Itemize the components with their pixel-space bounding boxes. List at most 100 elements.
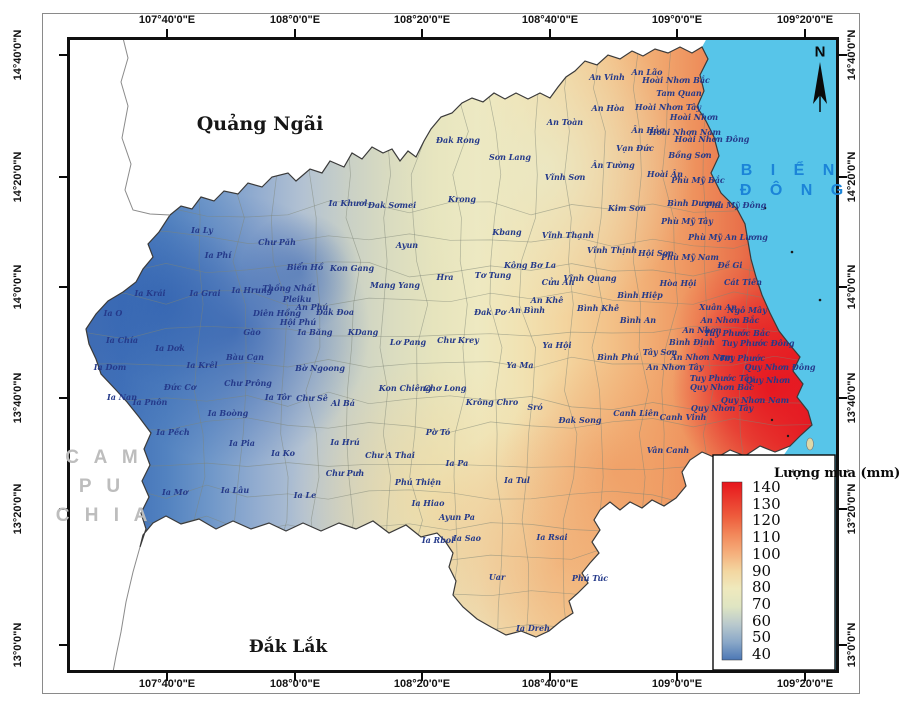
district-label-cuu-an: Cửu An xyxy=(541,277,575,287)
district-label-krong-chro: Krông Chro xyxy=(465,397,519,407)
district-label-ia-o: Ia O xyxy=(103,308,123,318)
district-label-ia-rsai: Ia Rsai xyxy=(536,532,568,542)
lat-label-left: 13°20'0"N xyxy=(12,483,24,535)
district-label-son-lang: Sơn Lang xyxy=(489,152,531,162)
district-label-gao: Gào xyxy=(243,327,261,337)
lat-label-right: 13°20'0"N xyxy=(846,483,858,535)
district-label-ia-ly: Ia Ly xyxy=(191,225,213,235)
district-label-van-canh: Vân Canh xyxy=(646,445,690,455)
legend-tick-label: 40 xyxy=(752,645,772,663)
district-label-chu-pah: Chư Păh xyxy=(258,237,296,247)
district-label-phu-my-bac: Phù Mỹ Bắc xyxy=(671,175,725,185)
neighbor-label-campuchia-line3: C H I A xyxy=(55,505,153,526)
district-label-ia-tul: Ia Tul xyxy=(504,475,530,485)
district-label-lo-pang: Lơ Pang xyxy=(389,337,427,347)
lon-label-bottom: 109°20'0"E xyxy=(776,678,834,690)
lon-label-bottom: 108°40'0"E xyxy=(521,678,579,690)
district-label-chu-puh: Chư Pưh xyxy=(325,468,365,478)
lon-label-bottom: 109°0'0"E xyxy=(651,678,703,690)
district-label-ia-rbol: Ia Rbol xyxy=(421,535,455,545)
district-label-van-duc: Vạn Đức xyxy=(616,143,654,153)
north-arrow-icon xyxy=(813,62,827,112)
district-label-chu-a-thai: Chư A Thai xyxy=(365,450,415,460)
axis-ticks xyxy=(59,29,847,681)
district-label-bau-can: Bàu Cạn xyxy=(226,352,264,362)
district-label-al-ba: Al Bá xyxy=(331,398,355,408)
lon-label-bottom: 107°40'0"E xyxy=(138,678,196,690)
legend-tick-label: 120 xyxy=(752,511,781,530)
district-label-an-hoa: An Hòa xyxy=(591,103,625,113)
province-outline xyxy=(85,46,813,638)
district-label-ia-dom: Ia Dom xyxy=(93,362,127,372)
north-arrow-label: N xyxy=(814,43,826,61)
district-label-chu-se: Chư Sê xyxy=(296,393,328,403)
district-label-binh-an: Bình An xyxy=(619,315,657,325)
legend-tick-label: 70 xyxy=(752,594,772,613)
legend-title: Lượng mưa (mm) xyxy=(774,466,900,481)
district-label-tuy-phuoc-dong: Tuy Phước Đông xyxy=(721,338,795,348)
district-label-ia-tor: Ia Tôr xyxy=(264,392,292,402)
district-label-kbang: Kbang xyxy=(492,227,522,237)
district-label-uar: Uar xyxy=(488,572,506,582)
district-label-kon-chieng: Kon Chiêng xyxy=(378,383,432,393)
district-label-binh-khe: Bình Khê xyxy=(576,303,620,313)
district-label-dak-somei: Đak Sơmei xyxy=(367,200,417,210)
district-label-kdang: KDang xyxy=(347,327,379,337)
sea-label-line1: B I Ể N xyxy=(740,162,842,179)
legend-tick-label: 110 xyxy=(752,528,781,547)
neighbor-label-quang-ngai: Quảng Ngãi xyxy=(196,113,324,135)
lon-label-bottom: 108°20'0"E xyxy=(393,678,451,690)
district-label-ia-pia: Ia Pia xyxy=(229,438,255,448)
lat-label-left: 14°0'0"N xyxy=(12,264,24,310)
district-label-phu-tuc: Phú Túc xyxy=(571,573,609,583)
district-label-krong: Krong xyxy=(448,194,476,204)
district-label-cho-long: Chơ Long xyxy=(423,383,467,393)
district-label-quy-nhon-dong: Quy Nhơn Đông xyxy=(744,362,816,372)
district-label-hoai-nhon-bac: Hoài Nhơn Bắc xyxy=(642,75,710,85)
district-label-an-nhon-tay: An Nhơn Tây xyxy=(646,362,704,372)
lon-label-top: 109°20'0"E xyxy=(776,14,834,26)
district-label-duc-co: Đức Cơ xyxy=(163,382,197,392)
district-label-ia-pnon: Ia Pnôn xyxy=(132,397,168,407)
district-label-bong-son: Bồng Sơn xyxy=(668,150,712,160)
lat-label-right: 14°40'0"N xyxy=(846,29,858,81)
lat-label-left: 13°0'0"N xyxy=(12,622,24,668)
district-label-hoai-an: Hoài Ân xyxy=(647,169,683,179)
district-label-ia-bang: Ia Băng xyxy=(297,327,333,337)
district-label-ngo-may: Ngô Mây xyxy=(727,305,767,315)
district-label-dak-rong: Đak Rong xyxy=(436,135,480,145)
district-label-an-vinh: An Vinh xyxy=(589,72,625,82)
district-label-chu-krey: Chư Krey xyxy=(437,335,479,345)
district-label-vinh-quang: Vĩnh Quang xyxy=(563,273,617,283)
district-label-canh-lien: Canh Liên xyxy=(613,408,659,418)
legend-tick-label: 130 xyxy=(752,494,781,513)
district-label-ia-dreh: Ia Dreh xyxy=(516,623,550,633)
district-label-cat-tien: Cát Tiến xyxy=(724,277,762,287)
district-label-vinh-son: Vĩnh Sơn xyxy=(544,172,586,182)
district-label-vinh-thanh: Vĩnh Thạnh xyxy=(541,230,595,240)
district-label-phu-thien: Phú Thiện xyxy=(394,477,442,487)
district-label-hoai-nhon-tay: Hoài Nhơn Tây xyxy=(635,102,701,112)
lon-label-top: 107°40'0"E xyxy=(138,14,196,26)
district-label-hoi-phu: Hội Phú xyxy=(279,317,317,327)
district-label-ia-krel: Ia Krêl xyxy=(186,360,218,370)
district-label-an-hao: Ân Hảo xyxy=(631,125,665,135)
legend-tick-label: 90 xyxy=(752,561,772,580)
district-label-phu-my-tay: Phù Mỹ Tây xyxy=(661,216,713,226)
lon-label-top: 108°40'0"E xyxy=(521,14,579,26)
district-label-hoa-hoi: Hòa Hội xyxy=(659,278,697,288)
district-label-ia-le: Ia Le xyxy=(293,490,317,500)
district-label-binh-dinh: Bình Định xyxy=(669,337,715,347)
district-label-hra: Hra xyxy=(436,272,454,282)
district-label-ya-ma: Ya Ma xyxy=(506,360,534,370)
district-label-po-to: Pờ Tó xyxy=(425,427,451,437)
district-label-ia-krai: Ia Krái xyxy=(134,288,166,298)
international-border-south xyxy=(112,546,141,672)
district-label-thong-nhat: Thống Nhất xyxy=(262,283,316,293)
district-label-canh-vinh: Canh Vinh xyxy=(659,412,707,422)
district-label-tuy-phuoc: Tuy Phước xyxy=(718,353,766,363)
district-label-ia-lau: Ia Lâu xyxy=(220,485,250,495)
district-label-vinh-thinh: Vĩnh Thịnh xyxy=(586,245,638,255)
